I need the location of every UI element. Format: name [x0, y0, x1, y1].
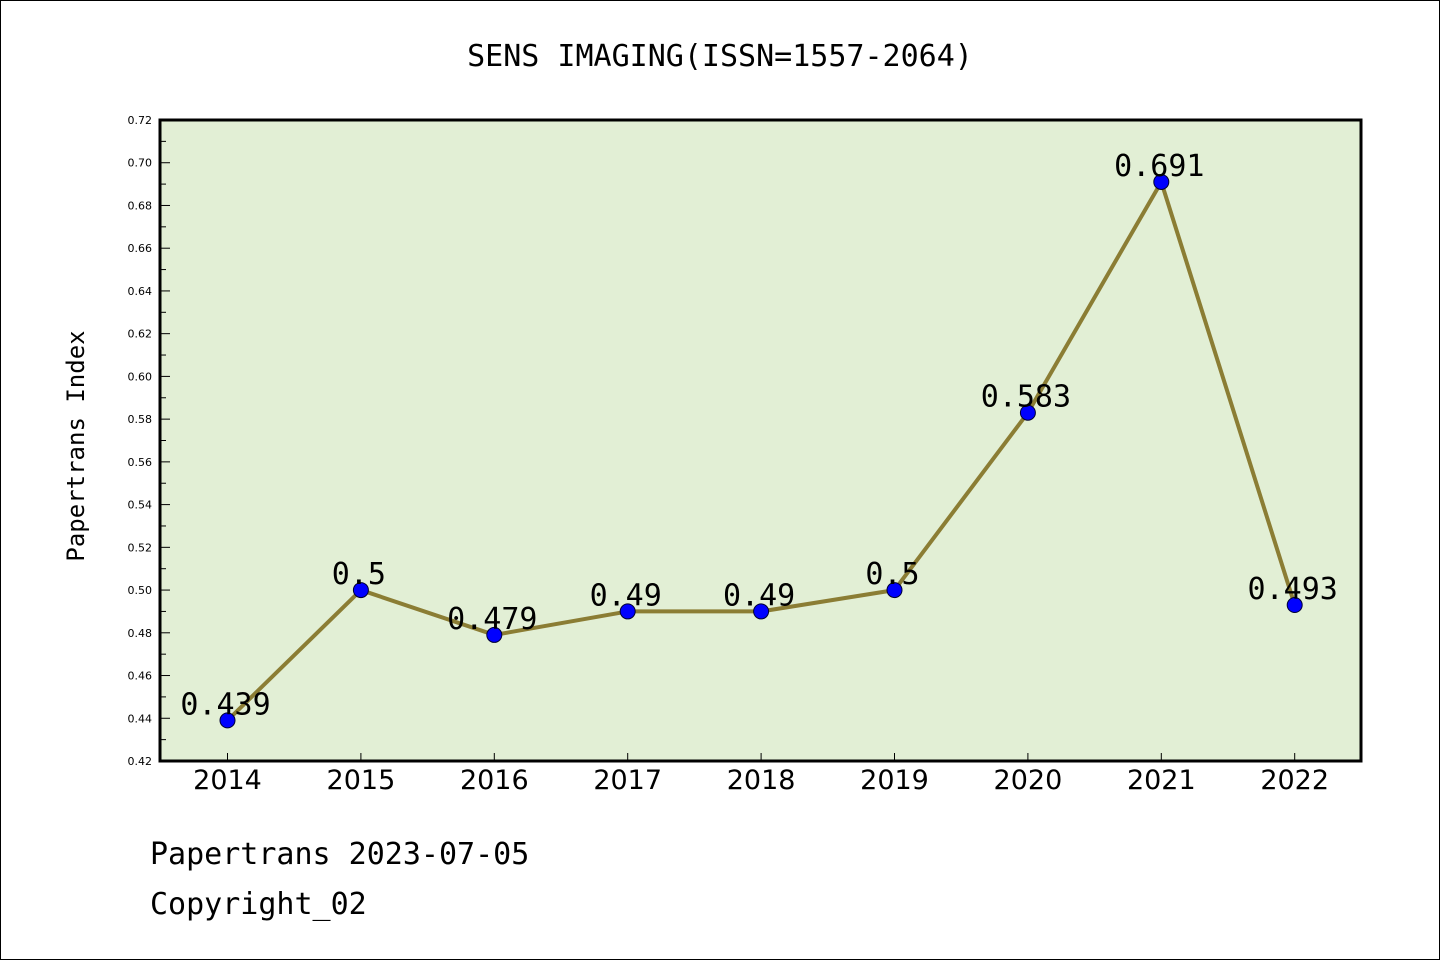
data-point	[352, 582, 369, 599]
x-tick-label: 2022	[1260, 765, 1329, 796]
y-axis-label: Papertrans Index	[62, 330, 90, 561]
x-tick-label: 2018	[727, 765, 796, 796]
y-tick-label: 0.42	[128, 755, 153, 768]
data-point	[1153, 173, 1170, 190]
y-axis: 0.42 0.44 0.46 0.48 0.50 0.52 0.54 0.56 0.58 0.60…	[128, 114, 170, 768]
x-tick-label: 2014	[193, 765, 262, 796]
x-tick-label: 2017	[593, 765, 662, 796]
data-label: 0.5	[332, 557, 386, 592]
data-point	[886, 582, 903, 599]
plot-area	[158, 118, 1363, 763]
y-tick-label: 0.44	[128, 712, 153, 725]
x-tick-label: 2020	[994, 765, 1063, 796]
footer-date-text: Papertrans 2023-07-05	[150, 837, 529, 872]
data-point	[753, 603, 770, 620]
data-label: 0.49	[590, 578, 662, 613]
x-axis: 2014 2015 2016 2017 2018 2019 2020 2021 2022	[193, 753, 1329, 796]
x-tick-label: 2021	[1127, 765, 1196, 796]
series-layer: 0.439 0.5 0.479 0.49 0.49 0.5 0.583 0.691 0.493	[180, 149, 1338, 729]
data-label: 0.5	[865, 557, 919, 592]
data-label: 0.479	[447, 602, 537, 637]
y-tick-label: 0.68	[128, 199, 153, 212]
x-tick-label: 2015	[327, 765, 396, 796]
y-tick-label: 0.70	[128, 157, 153, 170]
y-tick-label: 0.58	[128, 413, 153, 426]
y-tick-label: 0.48	[128, 627, 153, 640]
y-tick-label: 0.64	[128, 285, 153, 298]
y-tick-label: 0.66	[128, 242, 153, 255]
x-tick-label: 2019	[860, 765, 929, 796]
y-tick-label: 0.52	[128, 541, 153, 554]
y-tick-label: 0.50	[128, 584, 153, 597]
data-point	[1019, 404, 1036, 421]
data-point	[486, 626, 503, 643]
data-point	[619, 603, 636, 620]
y-tick-label: 0.56	[128, 456, 153, 469]
data-point	[1286, 597, 1303, 614]
y-tick-label: 0.54	[128, 499, 153, 512]
footer-copyright-text: Copyright_02	[150, 887, 367, 922]
data-point	[219, 712, 236, 729]
y-tick-label: 0.60	[128, 370, 153, 383]
data-label: 0.691	[1114, 149, 1204, 184]
y-tick-label: 0.72	[128, 114, 153, 127]
data-label: 0.439	[180, 687, 270, 722]
y-tick-label: 0.62	[128, 328, 153, 341]
y-tick-label: 0.46	[128, 670, 153, 683]
x-tick-label: 2016	[460, 765, 529, 796]
data-label: 0.583	[981, 380, 1071, 415]
data-label: 0.49	[723, 578, 795, 613]
data-label: 0.493	[1248, 572, 1338, 607]
chart-title: SENS IMAGING(ISSN=1557-2064)	[467, 39, 973, 74]
